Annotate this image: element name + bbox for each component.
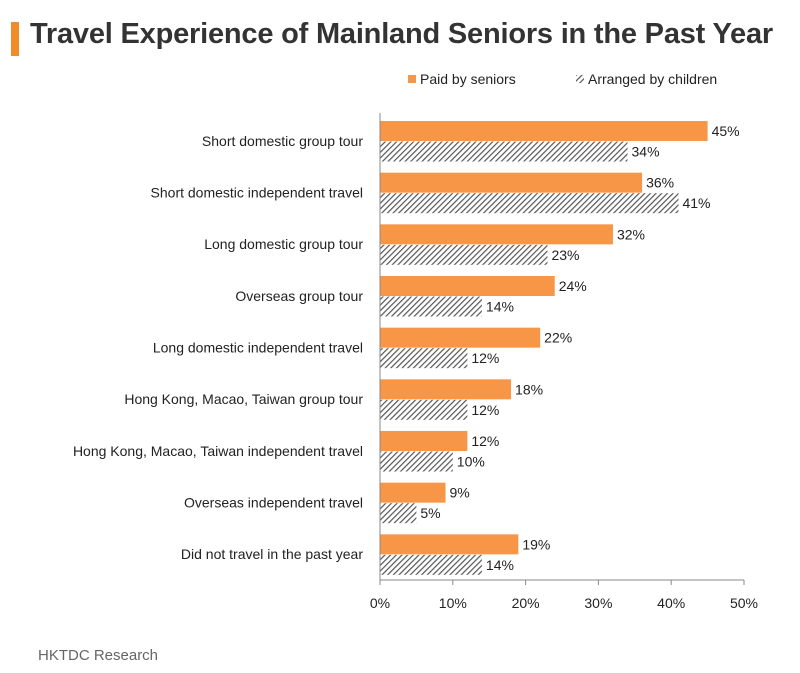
data-label-arranged-by-children: 12% <box>471 350 499 366</box>
legend-swatch-paid-by-seniors <box>408 75 416 83</box>
data-label-paid-by-seniors: 19% <box>522 536 550 552</box>
bar-arranged-by-children <box>380 244 548 265</box>
bar-arranged-by-children <box>380 503 417 524</box>
data-label-arranged-by-children: 5% <box>420 505 440 521</box>
legend-label-arranged-by-children: Arranged by children <box>588 71 717 87</box>
data-label-paid-by-seniors: 9% <box>450 485 470 501</box>
x-tick-label: 30% <box>584 595 612 611</box>
chart-title: Travel Experience of Mainland Seniors in… <box>30 18 773 50</box>
data-label-paid-by-seniors: 36% <box>646 175 674 191</box>
data-label-arranged-by-children: 14% <box>486 299 514 315</box>
data-label-paid-by-seniors: 22% <box>544 330 572 346</box>
bar-arranged-by-children <box>380 554 482 575</box>
category-label: Short domestic group tour <box>202 133 363 149</box>
bar-arranged-by-children <box>380 451 453 472</box>
x-tick-label: 10% <box>439 595 467 611</box>
category-label: Overseas group tour <box>235 288 363 304</box>
category-label: Long domestic group tour <box>204 236 363 252</box>
data-label-paid-by-seniors: 18% <box>515 381 543 397</box>
bar-paid-by-seniors <box>380 224 613 245</box>
data-label-paid-by-seniors: 12% <box>471 433 499 449</box>
category-label: Overseas independent travel <box>184 495 363 511</box>
bar-paid-by-seniors <box>380 379 512 400</box>
bar-paid-by-seniors <box>380 534 519 555</box>
bar-paid-by-seniors <box>380 482 446 503</box>
bar-arranged-by-children <box>380 141 628 162</box>
data-label-arranged-by-children: 34% <box>632 144 660 160</box>
legend-label-paid-by-seniors: Paid by seniors <box>420 71 516 87</box>
category-label: Hong Kong, Macao, Taiwan group tour <box>124 391 363 407</box>
bar-arranged-by-children <box>380 348 468 369</box>
x-tick-label: 40% <box>657 595 685 611</box>
category-label: Long domestic independent travel <box>153 340 363 356</box>
data-label-arranged-by-children: 23% <box>551 247 579 263</box>
category-label: Short domestic independent travel <box>151 185 363 201</box>
data-label-paid-by-seniors: 24% <box>559 278 587 294</box>
bar-paid-by-seniors <box>380 431 468 451</box>
data-label-arranged-by-children: 10% <box>457 454 485 470</box>
data-label-paid-by-seniors: 32% <box>617 226 645 242</box>
bar-paid-by-seniors <box>380 172 643 193</box>
x-tick-label: 20% <box>512 595 540 611</box>
x-tick-label: 0% <box>370 595 390 611</box>
category-label: Did not travel in the past year <box>181 546 363 562</box>
bar-arranged-by-children <box>380 193 679 214</box>
bar-paid-by-seniors <box>380 121 708 141</box>
category-label: Hong Kong, Macao, Taiwan independent tra… <box>73 443 363 459</box>
source-note: HKTDC Research <box>38 647 159 664</box>
data-label-arranged-by-children: 12% <box>471 402 499 418</box>
data-label-arranged-by-children: 41% <box>682 195 710 211</box>
title-accent-bar <box>11 22 19 56</box>
data-label-arranged-by-children: 14% <box>486 557 514 573</box>
bar-arranged-by-children <box>380 399 468 420</box>
legend-swatch-arranged-by-children <box>576 75 584 83</box>
x-tick-label: 50% <box>730 595 758 611</box>
bar-paid-by-seniors <box>380 276 555 296</box>
bar-paid-by-seniors <box>380 327 541 348</box>
data-label-paid-by-seniors: 45% <box>712 123 740 139</box>
bar-arranged-by-children <box>380 296 482 317</box>
